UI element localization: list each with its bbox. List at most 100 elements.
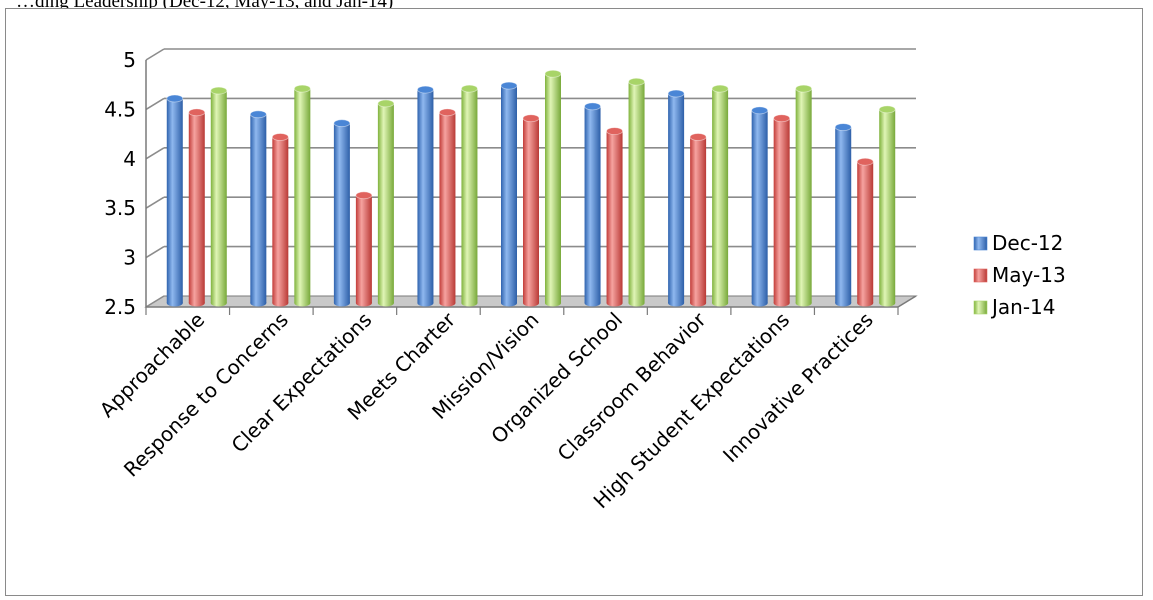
legend: Dec-12 May-13 Jan-14 — [973, 231, 1066, 319]
gridlines — [145, 48, 916, 308]
bar-body — [272, 137, 289, 303]
bar — [439, 108, 456, 307]
bar-base — [210, 299, 227, 307]
bar-body — [188, 112, 205, 303]
bar-top — [500, 81, 518, 90]
bar-base — [628, 299, 645, 307]
bar-body — [668, 93, 685, 303]
legend-label: Jan-14 — [990, 295, 1056, 319]
bar-body — [501, 85, 517, 303]
bar-body — [835, 127, 852, 303]
bar-top — [689, 133, 707, 141]
bar-top — [667, 89, 685, 98]
bar-base — [668, 299, 685, 307]
y-tick-label: 3.5 — [104, 196, 136, 220]
bar — [834, 123, 852, 307]
bar-base — [751, 299, 768, 307]
chart-frame: 2.5 3 3.5 4 4.5 5 Approachable Response to Con… — [5, 8, 1143, 596]
bar-base — [712, 299, 729, 307]
bar — [606, 127, 623, 307]
bar-top — [417, 85, 434, 94]
bar-body — [294, 88, 311, 303]
bar-base — [461, 299, 478, 307]
bar-base — [773, 299, 790, 307]
bar-base — [439, 299, 456, 307]
y-tick-label: 4.5 — [104, 97, 136, 121]
figure-caption: …ding Leadership (Dec-12, May-13, and Ja… — [16, 0, 394, 12]
bar-top — [711, 84, 729, 93]
bar-top — [293, 84, 311, 93]
bar-body — [879, 109, 896, 304]
y-tick-label: 2.5 — [104, 295, 136, 319]
bar-base — [523, 299, 539, 307]
bar-body — [690, 137, 707, 303]
bar-base — [250, 299, 267, 307]
bar-base — [188, 299, 205, 307]
bar-body — [250, 114, 267, 304]
x-tick-label: Clear Expectations — [227, 308, 377, 458]
bar-base — [333, 299, 350, 307]
bar-top — [271, 133, 289, 141]
bar-top — [878, 105, 896, 114]
side-wall-gridline — [145, 97, 165, 111]
bar-body — [751, 110, 768, 303]
x-tick-label: Innovative Practices — [718, 308, 878, 468]
bar-body — [355, 195, 372, 303]
bar — [210, 86, 228, 307]
bar-body — [333, 123, 350, 304]
bar-body — [210, 90, 227, 303]
bar-top — [377, 99, 395, 108]
x-tick-label: Response to Concerns — [119, 308, 293, 482]
bar-top — [795, 84, 813, 93]
bar-top — [544, 69, 562, 78]
bar-top — [333, 119, 351, 128]
bar — [856, 157, 874, 307]
bar — [188, 108, 206, 307]
bar — [417, 85, 434, 307]
bar-top — [773, 114, 791, 123]
bar-top — [210, 86, 228, 95]
bar-base — [377, 299, 394, 307]
bar-body — [857, 161, 874, 303]
legend-swatch — [973, 300, 988, 315]
bar — [689, 133, 707, 307]
bar — [333, 119, 351, 307]
bar — [878, 105, 896, 307]
bar-base — [166, 299, 183, 307]
bar — [544, 69, 562, 307]
bar-base — [545, 299, 561, 307]
bar-base — [835, 299, 852, 307]
x-axis-end-diagonal — [897, 295, 917, 308]
bar-body — [523, 118, 539, 303]
bar — [355, 191, 373, 307]
bar-body — [461, 88, 478, 303]
bar-body — [628, 81, 645, 303]
legend-swatch — [973, 268, 988, 283]
y-tick-labels: 2.5 3 3.5 4 4.5 5 — [104, 48, 136, 319]
bar-top — [834, 123, 852, 132]
bar — [500, 81, 518, 307]
side-wall-gridline — [145, 295, 165, 308]
legend-item: Dec-12 — [973, 231, 1063, 255]
bar — [249, 110, 267, 307]
bar — [271, 133, 289, 307]
bar-body — [377, 103, 394, 303]
bar-base — [584, 299, 601, 307]
bar — [795, 84, 813, 307]
bar-top — [856, 157, 874, 166]
bar-body — [417, 89, 434, 303]
legend-label: May-13 — [992, 263, 1066, 287]
side-wall-gridline — [145, 48, 165, 61]
bar-top — [522, 114, 540, 123]
legend-item: Jan-14 — [973, 295, 1056, 319]
bar-base — [272, 299, 289, 307]
bars — [166, 69, 896, 307]
legend-swatch — [973, 236, 988, 251]
bar-body — [584, 106, 601, 303]
bar — [293, 84, 311, 307]
legend-label: Dec-12 — [992, 231, 1063, 255]
bar — [711, 84, 729, 307]
bar-base — [879, 299, 896, 307]
